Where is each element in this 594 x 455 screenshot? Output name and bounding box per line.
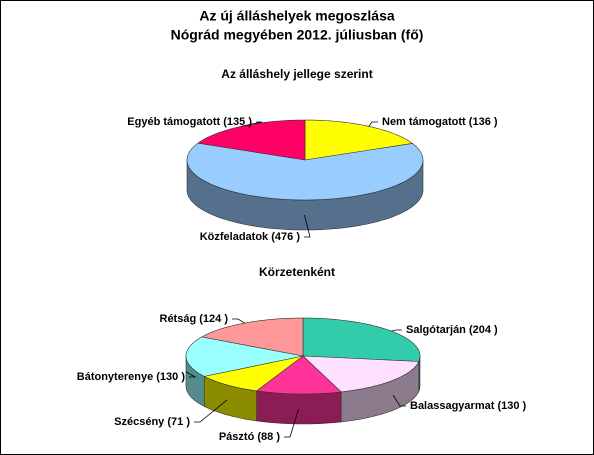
slice — [304, 119, 414, 161]
data-label: Rétság (124 ) — [160, 313, 229, 325]
data-label: Bátonyterenye (130 ) — [77, 371, 186, 383]
slice — [201, 317, 304, 357]
slice — [255, 355, 342, 395]
slice — [203, 355, 304, 392]
category-label: Bátonyterenye — [77, 371, 153, 383]
value-label: (124 ) — [199, 313, 228, 325]
category-label: Szécsény — [114, 416, 165, 428]
category-label: Nem támogatott — [382, 116, 466, 128]
leader-line — [185, 371, 197, 378]
value-label: (476 ) — [271, 231, 300, 243]
leader-line — [232, 318, 245, 324]
slice — [185, 336, 304, 377]
value-label: (71 ) — [167, 416, 190, 428]
data-label: Salgótarján (204 ) — [406, 324, 498, 336]
chart-title: Az új álláshelyek megoszlása — [199, 8, 395, 24]
pie-tops — [186, 119, 424, 201]
value-label: (204 ) — [469, 324, 498, 336]
category-label: Salgótarján — [406, 324, 466, 336]
data-label: Nem támogatott (136 ) — [382, 116, 498, 128]
chart-title: Nógrád megyében 2012. júliusban (fő) — [171, 27, 424, 43]
category-label: Rétság — [160, 313, 197, 325]
chart-subtitle: Körzetenként — [259, 265, 335, 279]
value-label: (136 ) — [469, 116, 498, 128]
value-label: (130 ) — [156, 371, 185, 383]
leader-line — [284, 408, 299, 438]
pie-tops — [185, 317, 421, 395]
data-label: Balassagyarmat (130 ) — [410, 400, 527, 412]
leader-line — [194, 399, 228, 423]
data-label: Egyéb támogatott (135 ) — [127, 116, 252, 128]
category-label: Balassagyarmat — [410, 400, 495, 412]
value-label: (88 ) — [257, 431, 280, 443]
leader-line — [392, 395, 406, 407]
category-label: Egyéb támogatott — [127, 116, 223, 128]
category-label: Közfeladatok — [200, 231, 269, 243]
value-label: (130 ) — [497, 400, 526, 412]
leader-line — [241, 121, 263, 127]
pie-sides — [185, 355, 421, 425]
leader-line — [368, 121, 378, 127]
slice-side — [256, 390, 342, 425]
chart-subtitle: Az álláshely jellege szerint — [221, 67, 372, 81]
slice — [186, 142, 424, 201]
leader-line — [391, 329, 402, 332]
category-label: Pásztó — [219, 431, 255, 443]
data-label: Pásztó (88 ) — [219, 431, 280, 443]
data-label: Szécsény (71 ) — [114, 416, 190, 428]
value-label: (135 ) — [223, 116, 252, 128]
leader-line — [304, 214, 311, 238]
data-label: Közfeladatok (476 ) — [200, 231, 301, 243]
slice — [197, 119, 306, 161]
